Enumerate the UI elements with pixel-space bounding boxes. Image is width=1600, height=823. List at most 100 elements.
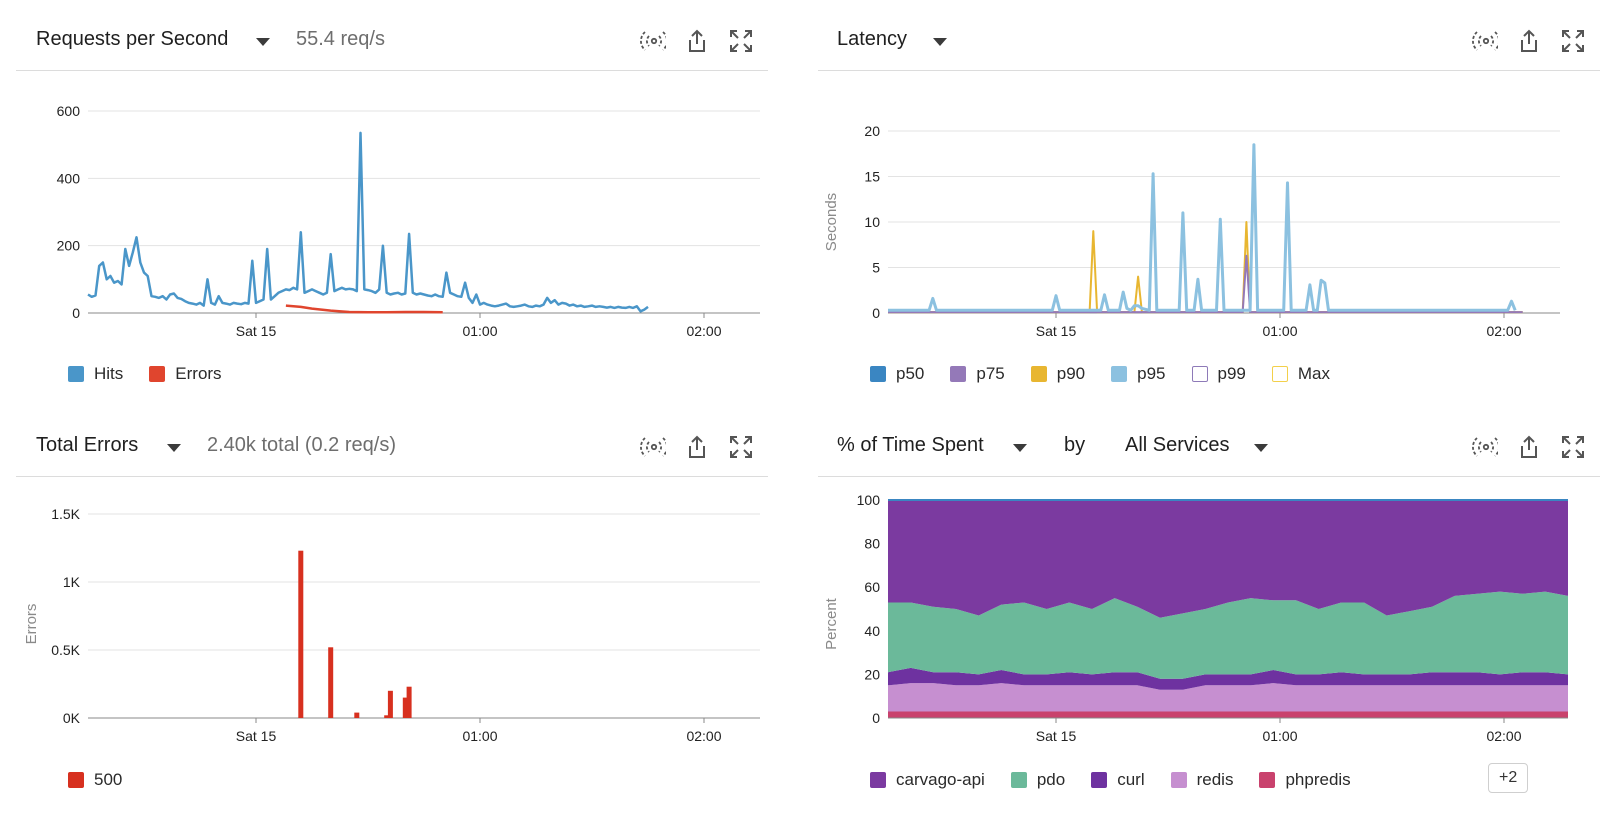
chevron-down-icon[interactable] xyxy=(256,38,270,46)
y-axis-label: Percent xyxy=(823,597,840,650)
latency-title[interactable]: Latency xyxy=(837,28,908,50)
x-tick-label: Sat 15 xyxy=(1036,728,1077,744)
legend-item-500[interactable]: 500 xyxy=(68,770,122,790)
y-tick-label: 400 xyxy=(57,170,81,186)
legend-label: 500 xyxy=(94,770,123,789)
rps-title[interactable]: Requests per Second xyxy=(36,28,229,50)
y-tick-label: 0K xyxy=(63,710,81,726)
legend-label: redis xyxy=(1196,770,1234,789)
legend-swatch xyxy=(149,366,166,382)
error-bar xyxy=(298,550,304,718)
legend-item-curl[interactable]: curl xyxy=(1091,770,1145,790)
y-tick-label: 0 xyxy=(72,305,80,321)
curl-area xyxy=(888,667,1568,690)
x-tick-label: Sat 15 xyxy=(236,728,277,744)
legend-swatch xyxy=(870,772,886,788)
y-axis-label: Seconds xyxy=(823,193,840,251)
time-panel: % of Time Spent by All Services xyxy=(818,406,1600,823)
broadcast-icon[interactable] xyxy=(640,434,666,460)
legend-item-p75[interactable]: p75 xyxy=(950,364,1005,384)
x-tick-label: 02:00 xyxy=(1486,728,1521,744)
p90-series-line xyxy=(888,221,1523,314)
expand-icon[interactable] xyxy=(1560,28,1586,54)
latency-legend: p50 p75 p90 p95 p99 Max xyxy=(870,364,1330,384)
y-tick-label: 5 xyxy=(872,260,880,276)
legend-item-redis[interactable]: redis xyxy=(1170,770,1234,790)
time-tools xyxy=(1472,434,1586,460)
legend-item-pdo[interactable]: pdo xyxy=(1010,770,1066,790)
legend-swatch xyxy=(68,772,84,788)
rps-chart: 0 200 400 600 Sat 15 01:00 02:00 xyxy=(57,103,760,339)
legend-item-p90[interactable]: p90 xyxy=(1030,364,1086,384)
legend-swatch xyxy=(1271,366,1288,382)
x-tick-label: 01:00 xyxy=(462,728,497,744)
p95-series-line xyxy=(888,143,1517,312)
errors-chart: 0K 0.5K 1K 1.5K Sat 15 01:00 02:00 Errors xyxy=(23,506,760,744)
rps-panel: Requests per Second 55.4 req/s xyxy=(16,0,768,410)
broadcast-icon[interactable] xyxy=(640,28,666,54)
legend-item-phpredis[interactable]: phpredis xyxy=(1259,770,1351,790)
y-tick-label: 60 xyxy=(864,579,880,595)
legend-more-button[interactable]: +2 xyxy=(1488,763,1529,793)
legend-item-carvago-api[interactable]: carvago-api xyxy=(870,770,985,790)
expand-icon[interactable] xyxy=(728,434,754,460)
legend-label: p99 xyxy=(1217,364,1246,383)
legend-item-max[interactable]: Max xyxy=(1271,364,1330,384)
error-bar xyxy=(384,715,390,718)
chevron-down-icon[interactable] xyxy=(1013,444,1027,452)
rps-tools xyxy=(640,28,754,54)
legend-label: p75 xyxy=(976,364,1005,383)
legend-label: p90 xyxy=(1056,364,1086,383)
y-tick-label: 0 xyxy=(872,710,880,726)
legend-item-p95[interactable]: p95 xyxy=(1111,364,1166,384)
legend-label: Max xyxy=(1297,364,1330,383)
y-axis-label: Errors xyxy=(23,604,40,645)
time-header: % of Time Spent by All Services xyxy=(818,406,1600,477)
x-tick-label: 01:00 xyxy=(1262,323,1297,339)
legend-label: curl xyxy=(1117,770,1145,789)
redis-area xyxy=(888,683,1568,712)
broadcast-icon[interactable] xyxy=(1472,28,1498,54)
legend-item-errors[interactable]: Errors xyxy=(149,364,222,384)
legend-item-hits[interactable]: Hits xyxy=(68,364,123,384)
time-title[interactable]: % of Time Spent xyxy=(837,434,984,456)
rps-stat: 55.4 req/s xyxy=(296,28,385,50)
errors-title[interactable]: Total Errors xyxy=(36,434,139,456)
legend-swatch xyxy=(1010,772,1027,788)
chevron-down-icon[interactable] xyxy=(167,444,181,452)
legend-swatch xyxy=(1111,366,1128,382)
legend-swatch xyxy=(870,366,886,382)
latency-header: Latency xyxy=(818,0,1600,71)
share-icon[interactable] xyxy=(684,28,710,54)
legend-label: p95 xyxy=(1137,364,1166,383)
broadcast-icon[interactable] xyxy=(1472,434,1498,460)
expand-icon[interactable] xyxy=(1560,434,1586,460)
time-legend: carvago-api pdo curl redis phpredis xyxy=(870,770,1351,790)
legend-label: pdo xyxy=(1036,770,1066,789)
chevron-down-icon[interactable] xyxy=(1254,444,1268,452)
share-icon[interactable] xyxy=(1516,28,1542,54)
y-tick-label: 20 xyxy=(864,666,880,682)
errors-legend: 500 xyxy=(68,770,122,790)
time-group-select[interactable]: All Services xyxy=(1125,434,1230,456)
share-icon[interactable] xyxy=(684,434,710,460)
y-tick-label: 15 xyxy=(864,169,880,185)
legend-item-p50[interactable]: p50 xyxy=(870,364,924,384)
y-tick-label: 100 xyxy=(857,492,881,508)
errors-panel: Total Errors 2.40k total (0.2 req/s) xyxy=(16,406,768,823)
errors-tools xyxy=(640,434,754,460)
chevron-down-icon[interactable] xyxy=(933,38,947,46)
expand-icon[interactable] xyxy=(728,28,754,54)
y-tick-label: 80 xyxy=(864,536,880,552)
legend-swatch xyxy=(68,366,84,382)
x-tick-label: 01:00 xyxy=(1262,728,1297,744)
legend-label: phpredis xyxy=(1285,770,1351,789)
legend-item-p99[interactable]: p99 xyxy=(1191,364,1246,384)
x-tick-label: 02:00 xyxy=(686,728,721,744)
x-tick-label: 01:00 xyxy=(462,323,497,339)
latency-tools xyxy=(1472,28,1586,54)
errors-header: Total Errors 2.40k total (0.2 req/s) xyxy=(16,406,768,477)
latency-panel: Latency xyxy=(818,0,1600,410)
share-icon[interactable] xyxy=(1516,434,1542,460)
p75-series-line xyxy=(888,254,1523,314)
